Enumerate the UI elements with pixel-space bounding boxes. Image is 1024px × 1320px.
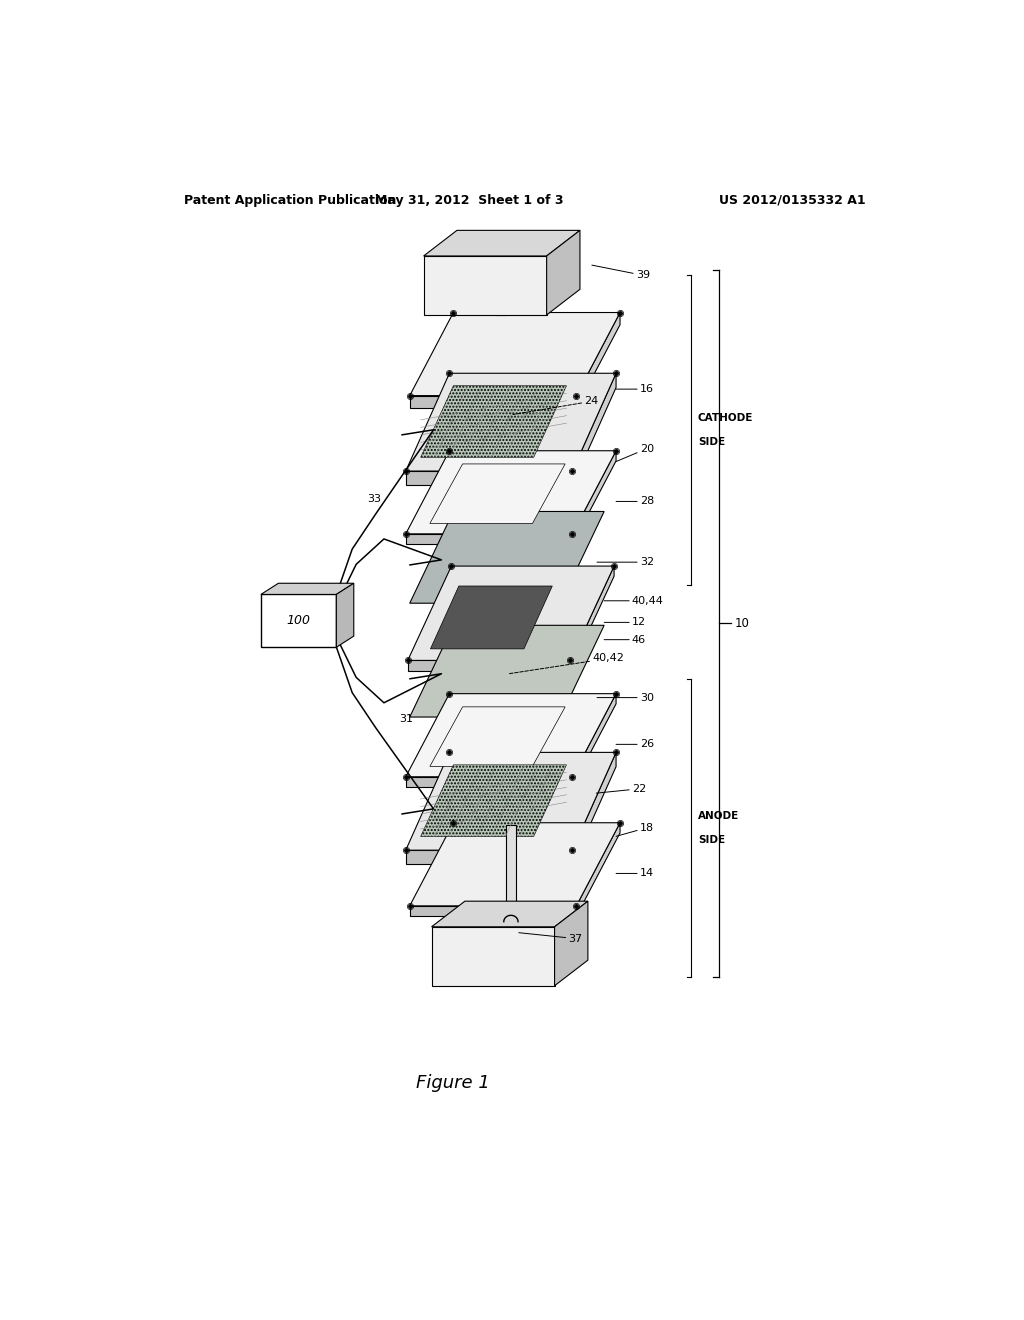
Polygon shape (410, 822, 621, 906)
Polygon shape (572, 374, 616, 486)
Polygon shape (408, 566, 614, 660)
Text: 14: 14 (616, 869, 654, 878)
Polygon shape (430, 463, 565, 524)
Polygon shape (410, 396, 577, 408)
Polygon shape (421, 385, 566, 457)
Polygon shape (406, 694, 616, 776)
Polygon shape (406, 850, 572, 865)
Polygon shape (430, 706, 565, 767)
Polygon shape (406, 374, 616, 471)
Polygon shape (572, 752, 616, 865)
Text: ANODE: ANODE (697, 810, 739, 821)
Polygon shape (261, 583, 353, 594)
Text: May 31, 2012  Sheet 1 of 3: May 31, 2012 Sheet 1 of 3 (375, 194, 563, 207)
Text: 39: 39 (592, 265, 650, 280)
Text: CATHODE: CATHODE (697, 413, 754, 424)
Polygon shape (572, 450, 616, 544)
Text: 100: 100 (287, 614, 310, 627)
Polygon shape (431, 927, 555, 986)
Polygon shape (430, 586, 552, 649)
Polygon shape (431, 902, 588, 927)
Polygon shape (406, 776, 572, 787)
Text: 30: 30 (597, 693, 654, 702)
Text: 28: 28 (616, 496, 654, 507)
Polygon shape (570, 566, 614, 671)
Polygon shape (336, 583, 353, 647)
Text: Patent Application Publication: Patent Application Publication (183, 194, 396, 207)
Polygon shape (555, 902, 588, 986)
Polygon shape (410, 906, 577, 916)
Polygon shape (497, 312, 506, 315)
Text: 24: 24 (513, 396, 599, 414)
Polygon shape (410, 626, 604, 717)
Polygon shape (410, 511, 604, 603)
Polygon shape (406, 471, 572, 486)
Polygon shape (506, 825, 516, 927)
Text: 40,44: 40,44 (604, 595, 664, 606)
Polygon shape (424, 256, 547, 315)
Text: 31: 31 (398, 714, 413, 725)
Text: SIDE: SIDE (697, 437, 725, 447)
Polygon shape (424, 231, 580, 256)
Polygon shape (547, 231, 580, 315)
Text: 20: 20 (616, 444, 654, 462)
Polygon shape (410, 313, 621, 396)
Text: 26: 26 (616, 739, 654, 750)
Polygon shape (421, 764, 566, 837)
Text: 12: 12 (604, 618, 646, 627)
Polygon shape (406, 450, 616, 533)
Text: 46: 46 (604, 635, 646, 644)
Text: 10: 10 (735, 616, 750, 630)
Polygon shape (408, 660, 570, 671)
Polygon shape (406, 533, 572, 544)
Polygon shape (577, 822, 621, 916)
Text: 16: 16 (616, 384, 654, 395)
Text: Figure 1: Figure 1 (417, 1074, 490, 1093)
Polygon shape (577, 313, 621, 408)
Text: 37: 37 (519, 933, 583, 944)
Text: US 2012/0135332 A1: US 2012/0135332 A1 (720, 194, 866, 207)
Text: 33: 33 (367, 494, 381, 504)
Text: 22: 22 (596, 784, 646, 793)
Polygon shape (406, 752, 616, 850)
Text: SIDE: SIDE (697, 834, 725, 845)
Text: 32: 32 (597, 557, 654, 568)
Text: 18: 18 (616, 822, 654, 837)
Text: 40,42: 40,42 (509, 653, 625, 673)
Polygon shape (572, 694, 616, 787)
Polygon shape (261, 594, 336, 647)
